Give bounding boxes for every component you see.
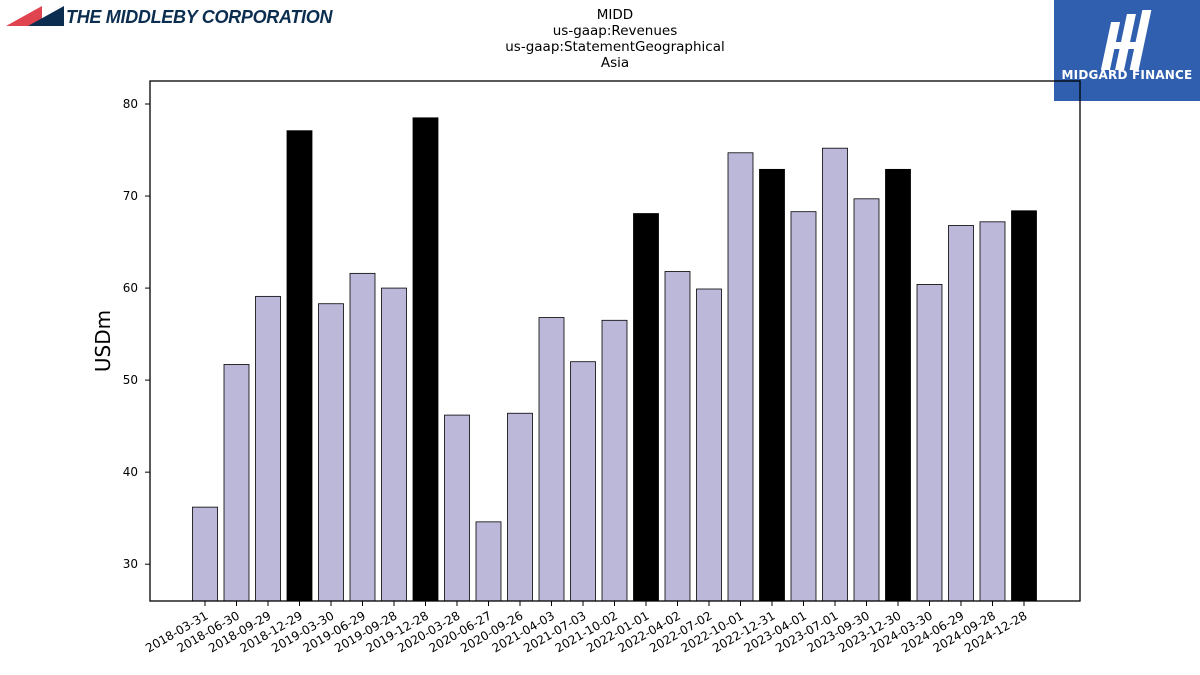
brand-badge: MIDGARD FINANCE: [1054, 0, 1200, 101]
y-tick-label: 30: [123, 557, 138, 571]
bar: [916, 283, 943, 602]
brand-logo-icon: [1100, 10, 1152, 70]
brand-name: MIDGARD FINANCE: [1061, 68, 1193, 82]
bar: [885, 168, 911, 602]
bar: [948, 225, 974, 602]
title-line: us-gaap:StatementGeographical: [505, 39, 725, 55]
title-line: MIDD: [596, 7, 634, 23]
y-axis: 30 40 50 60 70 80: [123, 97, 150, 571]
bar: [318, 303, 344, 602]
bar: [633, 213, 659, 602]
bar: [601, 319, 628, 602]
bar: [381, 287, 407, 602]
bar: [286, 130, 313, 602]
bar: [696, 288, 722, 602]
bar: [223, 364, 250, 602]
bar: [727, 152, 754, 602]
bar: [979, 221, 1006, 602]
bar: [664, 271, 691, 602]
title-line: us-gaap:Revenues: [552, 23, 678, 39]
bar: [507, 412, 533, 602]
y-tick-label: 60: [123, 281, 138, 295]
x-axis: 2018-03-312018-06-302018-09-292018-12-29…: [143, 601, 1030, 655]
bar: [570, 361, 596, 602]
chart-title: MIDD us-gaap:Revenues us-gaap:StatementG…: [415, 7, 815, 71]
bar: [349, 272, 376, 602]
company-logo: [6, 6, 306, 30]
y-tick-label: 70: [123, 189, 138, 203]
y-tick-label: 80: [123, 97, 138, 111]
bar: [822, 147, 848, 602]
bar: [475, 521, 502, 602]
bar: [444, 414, 470, 602]
y-tick-label: 40: [123, 465, 138, 479]
bar: [853, 198, 880, 602]
bar: [255, 295, 281, 602]
bar: [538, 317, 565, 602]
company-name: THE MIDDLEBY CORPORATION: [66, 7, 333, 27]
company-logo-mark: [6, 6, 64, 26]
bars-group: [192, 117, 1037, 602]
y-tick-label: 50: [123, 373, 138, 387]
bar: [1011, 210, 1037, 602]
bar: [759, 168, 785, 602]
title-line: Asia: [600, 55, 630, 71]
bar: [192, 506, 218, 602]
bar: [790, 211, 817, 602]
bar: [412, 117, 439, 602]
y-axis-label: USDm: [91, 310, 115, 372]
